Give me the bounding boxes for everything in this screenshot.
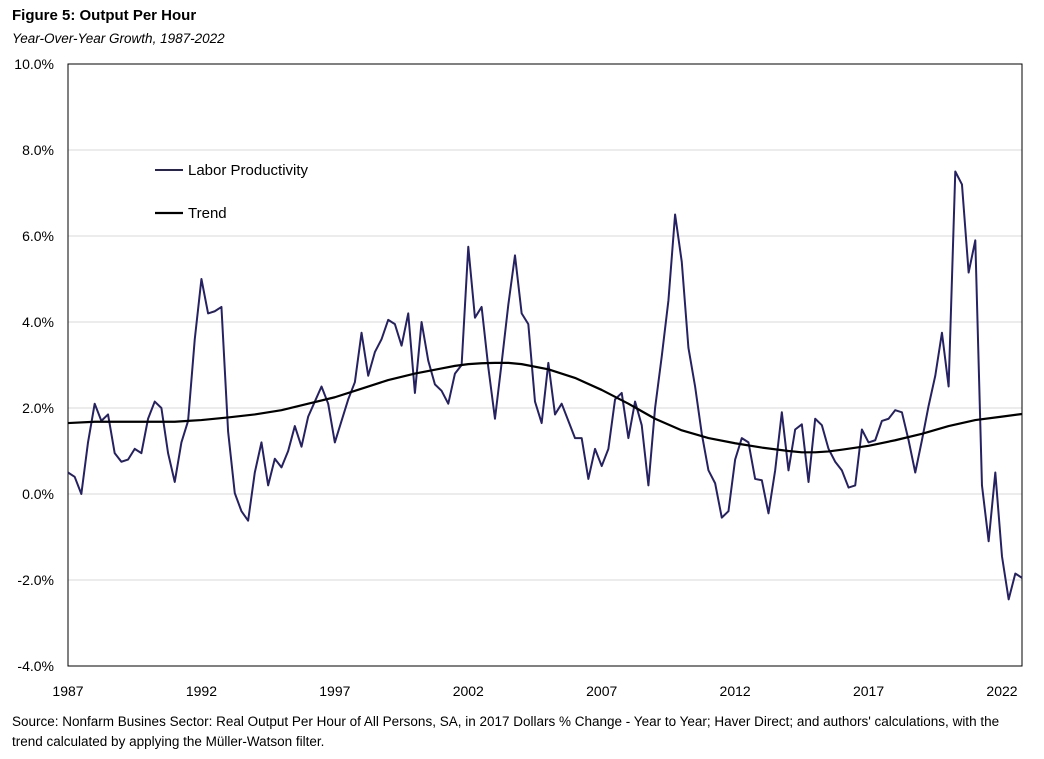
chart-figure: -4.0% -2.0% 0.0% 2.0% 4.0% 6.0% 8.0% 10.0% 1987 1… — [14, 56, 1023, 699]
plot-frame — [67, 63, 1023, 667]
x-tick-label: 1987 — [52, 683, 83, 699]
legend-label-trend: Trend — [188, 205, 227, 222]
y-tick-label: 6.0% — [22, 228, 54, 244]
y-tick-label: -2.0% — [17, 572, 54, 588]
y-tick-label: -4.0% — [17, 658, 54, 674]
series-line-trend — [67, 361, 1023, 454]
y-tick-label: 2.0% — [22, 400, 54, 416]
series-layer — [67, 170, 1023, 601]
x-tick-label: 2002 — [453, 683, 484, 699]
x-tick-label: 1992 — [186, 683, 217, 699]
y-tick-label: 8.0% — [22, 142, 54, 158]
chart-subtitle: Year-Over-Year Growth, 1987-2022 — [12, 31, 225, 46]
legend: Labor Productivity Trend — [155, 162, 309, 222]
series-line-labor-productivity — [67, 170, 1023, 601]
tick-layer: -4.0% -2.0% 0.0% 2.0% 4.0% 6.0% 8.0% 10.0% 1987 1… — [14, 56, 1017, 699]
x-tick-label: 2007 — [586, 683, 617, 699]
x-tick-label: 2012 — [720, 683, 751, 699]
y-tick-label: 4.0% — [22, 314, 54, 330]
chart-source-note: Source: Nonfarm Busines Sector: Real Out… — [12, 714, 1000, 749]
x-tick-label: 1997 — [319, 683, 350, 699]
x-tick-label: 2017 — [853, 683, 884, 699]
x-tick-label: 2022 — [986, 683, 1017, 699]
y-tick-label: 10.0% — [14, 56, 54, 72]
chart-title: Figure 5: Output Per Hour — [12, 7, 197, 24]
legend-label-labor-productivity: Labor Productivity — [188, 162, 309, 179]
y-tick-label: 0.0% — [22, 486, 54, 502]
